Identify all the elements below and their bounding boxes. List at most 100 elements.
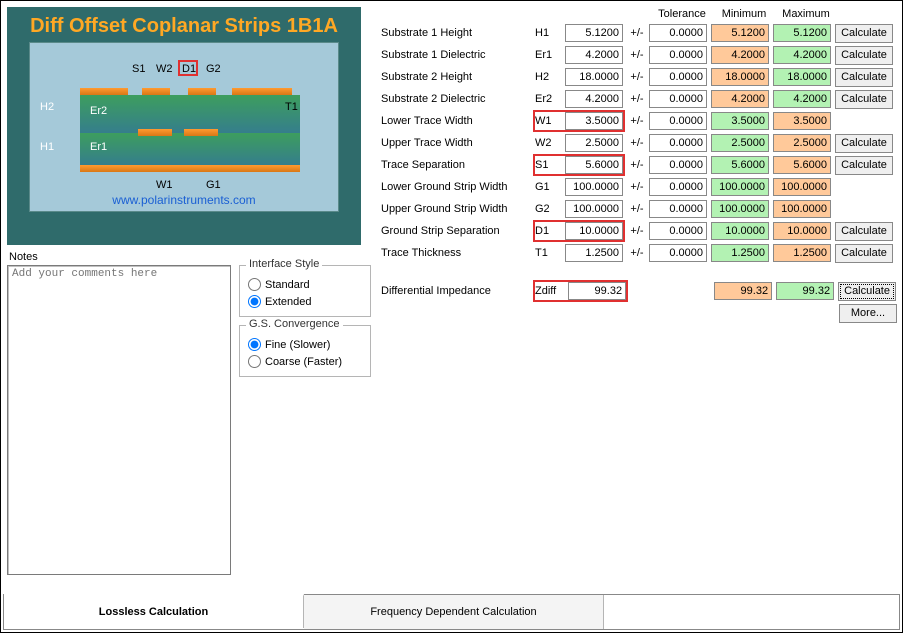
params-container: Substrate 1 HeightH1+/-5.12005.1200Calcu… [381, 22, 897, 264]
header-tolerance: Tolerance [653, 8, 711, 20]
output-label: Differential Impedance [381, 285, 531, 297]
calculate-er2-button[interactable]: Calculate [835, 90, 893, 109]
param-row-w1: Lower Trace WidthW1+/-3.50003.5000 [381, 110, 897, 132]
param-value-h1[interactable] [565, 24, 623, 42]
param-tol-d1[interactable] [649, 222, 707, 240]
param-tol-er1[interactable] [649, 46, 707, 64]
w1-label: W1 [156, 179, 173, 191]
bottom-copper [80, 165, 300, 172]
param-tol-h1[interactable] [649, 24, 707, 42]
param-sym-w2: W2 [535, 137, 565, 149]
param-value-w1[interactable] [565, 112, 623, 130]
h2-label: H2 [40, 101, 54, 113]
radio-standard[interactable]: Standard [248, 276, 362, 293]
calculate-d1-button[interactable]: Calculate [835, 222, 893, 241]
top-trace2 [188, 88, 216, 95]
param-tol-g2[interactable] [649, 200, 707, 218]
output-sym: Zdiff [535, 285, 565, 297]
mid-trace2 [184, 129, 218, 136]
param-value-d1[interactable] [565, 222, 623, 240]
param-tol-w2[interactable] [649, 134, 707, 152]
param-row-er2: Substrate 2 DielectricEr2+/-4.20004.2000… [381, 88, 897, 110]
interface-style-title: Interface Style [246, 258, 322, 270]
main-area: Diff Offset Coplanar Strips 1B1A [1, 1, 902, 591]
radio-coarse-input[interactable] [248, 355, 261, 368]
calculate-output-button[interactable]: Calculate [838, 282, 896, 301]
output-max: 99.32 [776, 282, 834, 300]
param-tol-h2[interactable] [649, 68, 707, 86]
param-max-g1: 100.0000 [773, 178, 831, 196]
header-maximum: Maximum [777, 8, 835, 20]
radio-standard-input[interactable] [248, 278, 261, 291]
param-sym-t1: T1 [535, 247, 565, 259]
diagram-url[interactable]: www.polarinstruments.com [30, 193, 338, 207]
radio-extended-input[interactable] [248, 295, 261, 308]
param-max-w2: 2.5000 [773, 134, 831, 152]
param-sym-d1: D1 [535, 225, 565, 237]
param-tol-s1[interactable] [649, 156, 707, 174]
tab-frequency-dependent[interactable]: Frequency Dependent Calculation [304, 595, 604, 629]
param-label-s1: Trace Separation [381, 159, 531, 171]
param-tol-g1[interactable] [649, 178, 707, 196]
calculate-er1-button[interactable]: Calculate [835, 46, 893, 65]
param-max-er2: 4.2000 [773, 90, 831, 108]
param-min-h1: 5.1200 [711, 24, 769, 42]
radio-fine-input[interactable] [248, 338, 261, 351]
param-row-er1: Substrate 1 DielectricEr1+/-4.20004.2000… [381, 44, 897, 66]
top-left-gnd [80, 88, 128, 95]
more-button[interactable]: More... [839, 304, 897, 323]
param-tol-t1[interactable] [649, 244, 707, 262]
param-max-s1: 5.6000 [773, 156, 831, 174]
radio-fine[interactable]: Fine (Slower) [248, 336, 362, 353]
calculate-t1-button[interactable]: Calculate [835, 244, 893, 263]
left-column: Diff Offset Coplanar Strips 1B1A [1, 1, 377, 591]
param-value-h2[interactable] [565, 68, 623, 86]
param-max-d1: 10.0000 [773, 222, 831, 240]
param-sym-er2: Er2 [535, 93, 565, 105]
param-value-g2[interactable] [565, 200, 623, 218]
calculate-w2-button[interactable]: Calculate [835, 134, 893, 153]
param-min-h2: 18.0000 [711, 68, 769, 86]
param-value-w2[interactable] [565, 134, 623, 152]
tab-lossless[interactable]: Lossless Calculation [4, 594, 304, 628]
param-max-t1: 1.2500 [773, 244, 831, 262]
param-min-w1: 3.5000 [711, 112, 769, 130]
param-row-g1: Lower Ground Strip WidthG1+/-100.0000100… [381, 176, 897, 198]
radio-extended[interactable]: Extended [248, 293, 362, 310]
notes-textarea[interactable] [7, 265, 231, 575]
param-tol-er2[interactable] [649, 90, 707, 108]
param-value-er1[interactable] [565, 46, 623, 64]
param-min-d1: 10.0000 [711, 222, 769, 240]
param-min-g2: 100.0000 [711, 200, 769, 218]
param-value-er2[interactable] [565, 90, 623, 108]
g2-label: G2 [206, 63, 221, 75]
calculate-s1-button[interactable]: Calculate [835, 156, 893, 175]
param-value-g1[interactable] [565, 178, 623, 196]
param-row-g2: Upper Ground Strip WidthG2+/-100.0000100… [381, 198, 897, 220]
tabs-bar: Lossless Calculation Frequency Dependent… [3, 594, 900, 630]
param-row-t1: Trace ThicknessT1+/-1.25001.2500Calculat… [381, 242, 897, 264]
t1-label: T1 [285, 101, 298, 113]
gs-convergence-title: G.S. Convergence [246, 318, 343, 330]
param-max-h1: 5.1200 [773, 24, 831, 42]
more-row: More... [381, 302, 897, 324]
param-label-d1: Ground Strip Separation [381, 225, 531, 237]
pm-er2: +/- [627, 93, 645, 105]
calculate-h1-button[interactable]: Calculate [835, 24, 893, 43]
mid-trace1 [138, 129, 172, 136]
w2-label: W2 [156, 63, 173, 75]
param-label-w1: Lower Trace Width [381, 115, 531, 127]
param-label-h1: Substrate 1 Height [381, 27, 531, 39]
param-value-s1[interactable] [565, 156, 623, 174]
param-max-er1: 4.2000 [773, 46, 831, 64]
pm-er1: +/- [627, 49, 645, 61]
pm-w1: +/- [627, 115, 645, 127]
param-tol-w1[interactable] [649, 112, 707, 130]
param-sym-s1: S1 [535, 159, 565, 171]
param-row-h1: Substrate 1 HeightH1+/-5.12005.1200Calcu… [381, 22, 897, 44]
header-minimum: Minimum [715, 8, 773, 20]
calculate-h2-button[interactable]: Calculate [835, 68, 893, 87]
radio-coarse[interactable]: Coarse (Faster) [248, 353, 362, 370]
param-value-t1[interactable] [565, 244, 623, 262]
output-value[interactable] [568, 282, 626, 300]
